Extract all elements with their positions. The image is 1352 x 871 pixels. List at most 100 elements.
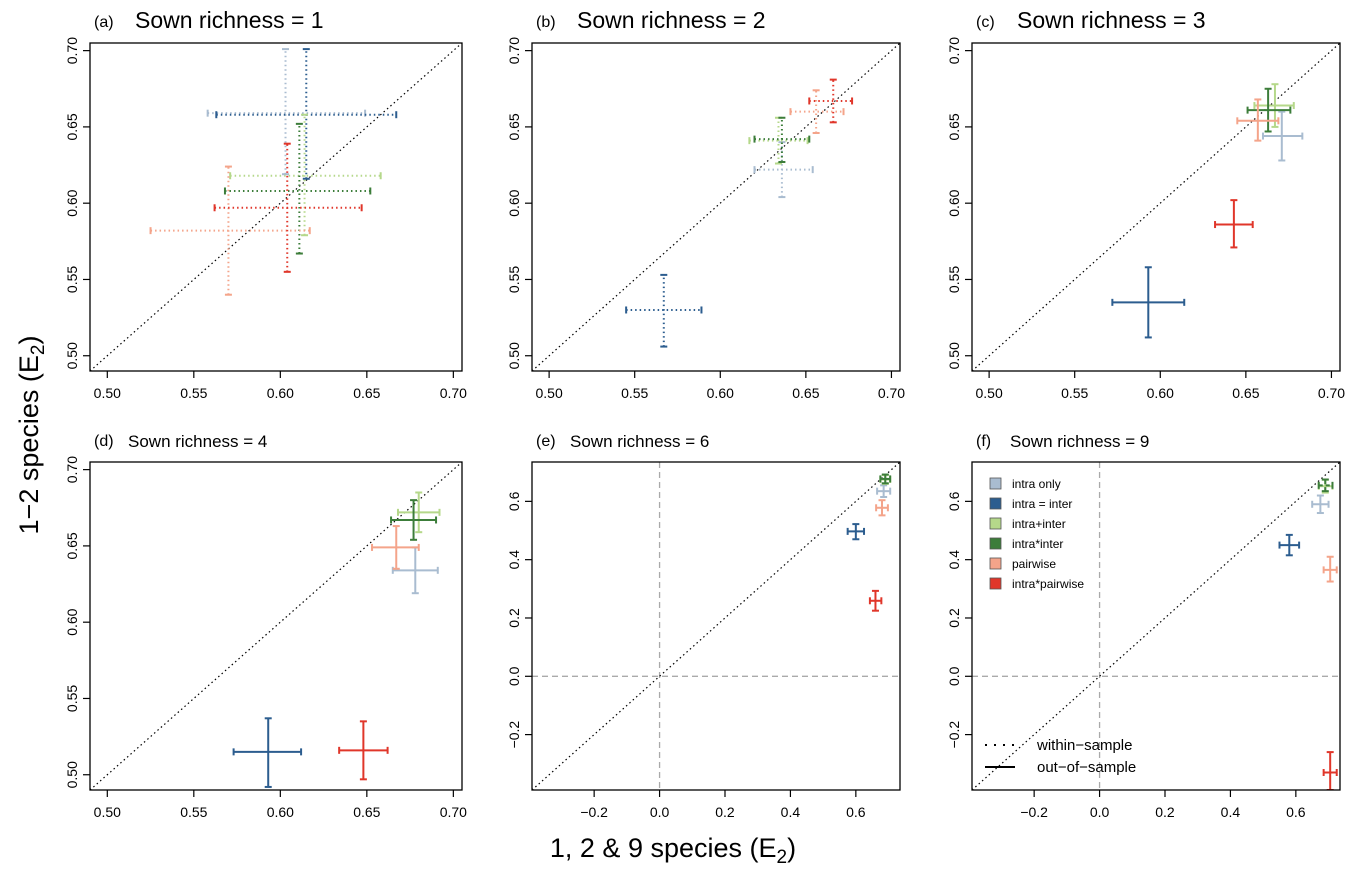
one-to-one-line xyxy=(90,462,462,790)
plot-area xyxy=(90,43,462,371)
x-tick-label: 0.2 xyxy=(1155,804,1175,820)
point-pairwise xyxy=(371,525,420,570)
x-tick-label: 0.60 xyxy=(267,804,294,820)
x-axis-title: 1, 2 & 9 species (E2) xyxy=(550,833,796,868)
point-intra-inter xyxy=(753,116,811,163)
x-tick-label: 0.50 xyxy=(94,385,121,401)
point-intra-inter xyxy=(625,273,703,348)
y-tick-label: 0.50 xyxy=(64,761,80,788)
legend-swatch xyxy=(989,557,1002,570)
point-intra-inter xyxy=(223,122,372,255)
legend-label: intra*inter xyxy=(1012,537,1063,551)
x-tick-label: 0.2 xyxy=(715,804,735,820)
x-tick-label: 0.55 xyxy=(621,385,648,401)
one-to-one-line xyxy=(532,43,900,371)
point-intra-inter xyxy=(1246,87,1292,133)
plot-frame xyxy=(971,461,1341,791)
point-intra-pairwise xyxy=(868,589,883,612)
point-intra-inter xyxy=(232,717,303,788)
point-intra-inter xyxy=(229,113,382,237)
y-tick-label: 0.60 xyxy=(64,189,80,216)
y-axis-title: 1−2 species (E2) xyxy=(14,336,49,535)
x-tick-label: 0.6 xyxy=(1286,804,1306,820)
legend-label: intra = inter xyxy=(1012,497,1072,511)
panel-letter: (e) xyxy=(536,433,556,450)
y-tick-label: 0.55 xyxy=(506,266,522,293)
y-tick-label: 0.70 xyxy=(64,37,80,64)
panel-letter: (d) xyxy=(94,433,114,450)
point-pairwise xyxy=(1322,555,1338,583)
panel-title: Sown richness = 4 xyxy=(128,432,267,451)
y-tick-label: 0.70 xyxy=(946,37,962,64)
x-tick-label: 0.4 xyxy=(1221,804,1241,820)
one-to-one-line xyxy=(972,462,1340,790)
point-intra-inter xyxy=(1111,266,1186,339)
y-tick-label: 0.4 xyxy=(946,550,962,570)
legend-item: intra = inter xyxy=(989,497,1072,511)
y-tick-label: 0.65 xyxy=(64,532,80,559)
panel-title: Sown richness = 2 xyxy=(577,7,766,33)
panel-a: 0.50 0.55 0.60 0.65 0.70 0.50 0.55 0.60 0.65 0.70… xyxy=(64,7,467,401)
panel-title: Sown richness = 1 xyxy=(135,7,324,33)
legend-line-label: out−of−sample xyxy=(1037,759,1136,776)
x-tick-label: 0.70 xyxy=(878,385,905,401)
legend-item: intra*inter xyxy=(989,537,1063,551)
panel-letter: (f) xyxy=(976,433,991,450)
x-tick-label: 0.65 xyxy=(1232,385,1259,401)
x-tick-label: 0.65 xyxy=(792,385,819,401)
legend-swatch xyxy=(989,537,1002,550)
x-tick-label: 0.0 xyxy=(650,804,670,820)
point-pairwise xyxy=(789,89,845,135)
legend-line-item: within−sample xyxy=(985,737,1132,754)
plot-area xyxy=(90,462,462,790)
y-tick-label: 0.50 xyxy=(64,342,80,369)
y-tick-label: 0.60 xyxy=(506,189,522,216)
panel-f: −0.2 0.0 0.2 0.4 0.6 −0.2 0.0 0.2 0.4 0.6 (f) Sown … xyxy=(946,432,1341,820)
x-tick-label: 0.50 xyxy=(94,804,121,820)
y-tick-label: 0.4 xyxy=(506,550,522,570)
y-tick-label: 0.6 xyxy=(946,491,962,511)
point-pairwise xyxy=(875,499,889,517)
plot-frame xyxy=(531,461,901,791)
point-intra-only xyxy=(391,546,439,595)
y-tick-label: 0.55 xyxy=(946,266,962,293)
legend-label: pairwise xyxy=(1012,557,1056,571)
legend-label: intra*pairwise xyxy=(1012,577,1084,591)
legend-label: intra+inter xyxy=(1012,517,1066,531)
x-tick-label: 0.50 xyxy=(535,385,562,401)
point-intra-only xyxy=(1311,494,1330,515)
point-intra-only xyxy=(753,141,814,199)
x-tick-label: 0.55 xyxy=(180,804,207,820)
legend-line-label: within−sample xyxy=(1036,737,1132,754)
x-tick-label: 0.0 xyxy=(1090,804,1110,820)
x-tick-label: −0.2 xyxy=(580,804,608,820)
x-tick-label: 0.60 xyxy=(1147,385,1174,401)
panel-e: −0.2 0.0 0.2 0.4 0.6 −0.2 0.0 0.2 0.4 0.6 (e) Sown … xyxy=(506,432,901,820)
panel-letter: (b) xyxy=(536,14,556,31)
y-tick-label: 0.0 xyxy=(506,666,522,686)
legend-line-item: out−of−sample xyxy=(985,759,1136,776)
x-tick-label: 0.4 xyxy=(781,804,801,820)
y-tick-label: 0.50 xyxy=(506,342,522,369)
x-tick-label: 0.70 xyxy=(440,804,467,820)
point-intra-pairwise xyxy=(338,720,389,781)
y-tick-label: 0.55 xyxy=(64,685,80,712)
point-intra-inter xyxy=(396,491,441,534)
point-intra-inter xyxy=(748,116,809,165)
y-tick-label: 0.70 xyxy=(64,456,80,483)
y-tick-label: 0.65 xyxy=(64,113,80,140)
point-intra-inter xyxy=(1317,478,1334,493)
y-tick-label: 0.60 xyxy=(946,189,962,216)
one-to-one-line xyxy=(532,462,900,790)
panel-b: 0.50 0.55 0.60 0.65 0.70 0.50 0.55 0.60 0.65 0.70… xyxy=(506,7,905,401)
y-tick-label: 0.2 xyxy=(506,608,522,628)
panel-title: Sown richness = 9 xyxy=(1010,432,1149,451)
point-intra-inter xyxy=(879,473,892,485)
legend-item: intra*pairwise xyxy=(989,577,1084,591)
y-tick-label: 0.6 xyxy=(506,491,522,511)
one-to-one-line xyxy=(972,43,1340,371)
y-tick-label: −0.2 xyxy=(506,721,522,749)
point-intra-pairwise xyxy=(1322,751,1338,790)
y-tick-label: 0.2 xyxy=(946,608,962,628)
